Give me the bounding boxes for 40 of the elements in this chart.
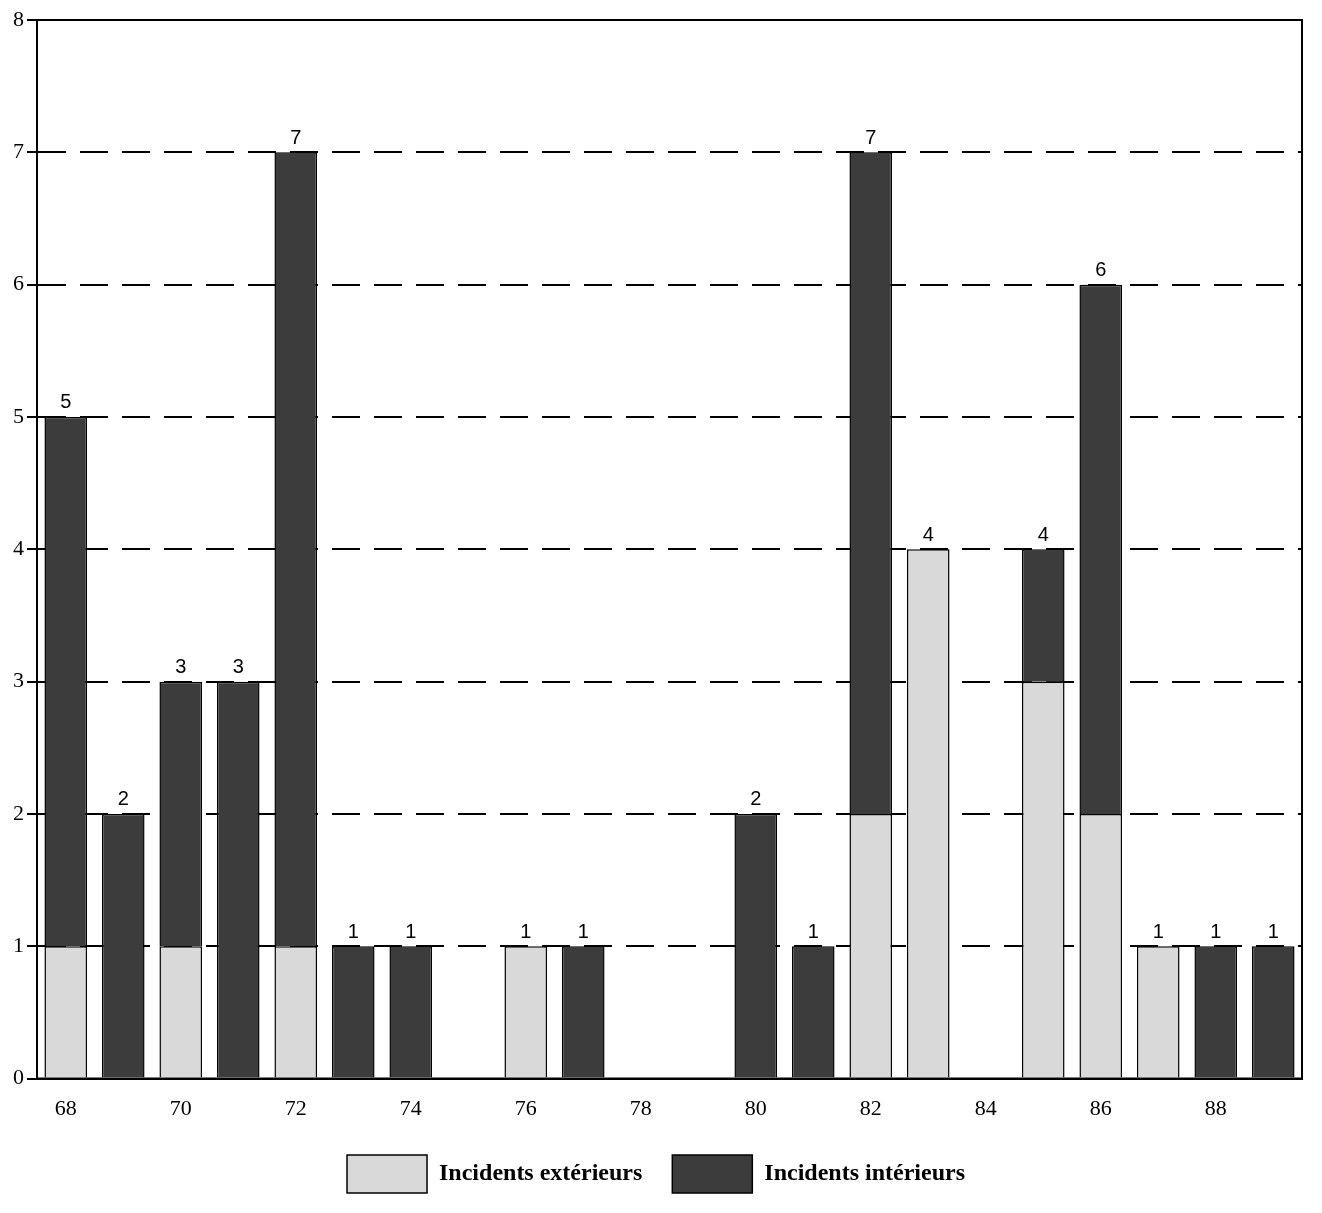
total-label: 5 bbox=[60, 390, 72, 413]
total-label: 2 bbox=[750, 787, 762, 810]
total-label: 1 bbox=[1210, 919, 1222, 942]
total-label: 3 bbox=[232, 655, 244, 678]
total-label: 4 bbox=[1037, 522, 1049, 545]
total-label: 1 bbox=[347, 919, 359, 942]
total-label: 1 bbox=[577, 919, 589, 942]
total-label: 7 bbox=[865, 125, 877, 148]
y-tick-label: 0 bbox=[13, 1064, 24, 1090]
total-label: 3 bbox=[175, 655, 187, 678]
total-label: 4 bbox=[922, 522, 934, 545]
total-label: 1 bbox=[405, 919, 417, 942]
x-tick-label: 76 bbox=[514, 1094, 537, 1120]
legend-label: Incidents intérieurs bbox=[764, 1159, 965, 1186]
x-tick-label: 80 bbox=[744, 1094, 767, 1120]
y-tick-label: 2 bbox=[13, 799, 24, 825]
total-label: 6 bbox=[1095, 258, 1107, 281]
x-tick-label: 82 bbox=[859, 1094, 882, 1120]
total-label: 7 bbox=[290, 125, 302, 148]
x-tick-label: 84 bbox=[974, 1094, 997, 1120]
x-tick-label: 70 bbox=[169, 1094, 192, 1120]
y-tick-label: 3 bbox=[13, 667, 24, 693]
x-tick-label: 72 bbox=[284, 1094, 307, 1120]
total-label: 1 bbox=[1152, 919, 1164, 942]
legend-label: Incidents extérieurs bbox=[439, 1159, 643, 1186]
y-tick-label: 7 bbox=[13, 138, 24, 164]
y-tick-label: 1 bbox=[13, 932, 24, 958]
total-label: 1 bbox=[520, 919, 532, 942]
x-tick-label: 86 bbox=[1089, 1094, 1112, 1120]
y-tick-label: 8 bbox=[13, 5, 24, 31]
total-label: 1 bbox=[1267, 919, 1279, 942]
y-tick-label: 5 bbox=[13, 402, 24, 428]
y-tick-label: 6 bbox=[13, 270, 24, 296]
y-tick-label: 4 bbox=[13, 535, 24, 561]
x-tick-label: 88 bbox=[1204, 1094, 1227, 1120]
total-label: 1 bbox=[807, 919, 819, 942]
x-tick-label: 74 bbox=[399, 1094, 422, 1120]
x-tick-label: 78 bbox=[629, 1094, 652, 1120]
x-tick-label: 68 bbox=[54, 1094, 77, 1120]
total-label: 2 bbox=[117, 787, 129, 810]
